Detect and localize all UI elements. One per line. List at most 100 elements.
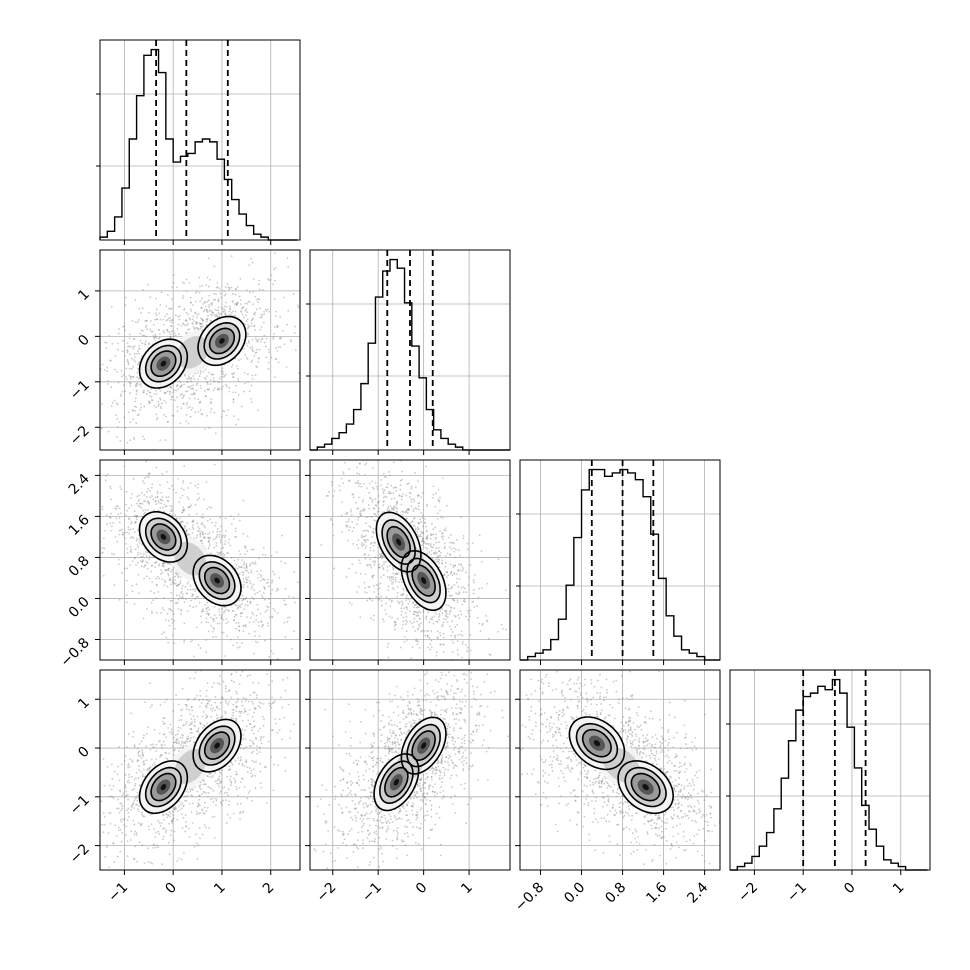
- sample-point: [134, 299, 137, 301]
- sample-point: [179, 521, 182, 524]
- sample-point: [280, 337, 283, 340]
- sample-point: [127, 733, 130, 735]
- sample-point: [248, 301, 251, 303]
- sample-point: [160, 498, 163, 501]
- sample-point: [134, 520, 137, 523]
- sample-point: [157, 499, 160, 502]
- sample-point: [394, 623, 397, 626]
- contour-line-0-1: [192, 554, 242, 607]
- sample-point: [229, 544, 232, 547]
- sample-point: [183, 308, 185, 311]
- sample-point: [134, 548, 137, 551]
- sample-point: [259, 727, 261, 730]
- sample-point: [186, 740, 189, 743]
- sample-point: [220, 306, 223, 309]
- sample-point: [190, 377, 193, 379]
- sample-point: [468, 612, 471, 615]
- sample-point: [228, 390, 231, 393]
- sample-point: [469, 649, 472, 652]
- sample-point: [118, 746, 121, 748]
- sample-point: [204, 395, 207, 397]
- sample-point: [235, 564, 238, 566]
- sample-point: [161, 506, 164, 509]
- sample-point: [259, 316, 262, 319]
- sample-point: [224, 700, 227, 702]
- sample-point: [237, 378, 239, 380]
- contour-line-0-0: [138, 760, 189, 815]
- contour-line-1-0: [144, 766, 182, 808]
- sample-point: [176, 405, 179, 408]
- sample-point: [238, 550, 241, 552]
- sample-point: [294, 601, 296, 604]
- sample-point: [202, 370, 205, 373]
- sample-point: [254, 311, 256, 314]
- sample-point: [456, 573, 458, 576]
- sample-point: [206, 601, 209, 604]
- sample-point: [366, 599, 369, 602]
- sample-point: [127, 526, 130, 528]
- sample-point: [169, 731, 171, 734]
- sample-point: [195, 321, 197, 323]
- sample-point: [192, 375, 195, 377]
- sample-point: [444, 527, 447, 530]
- sample-point: [142, 763, 145, 766]
- sample-point: [160, 491, 163, 494]
- sample-point: [137, 551, 140, 554]
- sample-point: [246, 585, 249, 588]
- sample-point: [267, 624, 269, 627]
- sample-point: [174, 807, 177, 810]
- sample-point: [268, 704, 271, 707]
- sample-point: [172, 274, 175, 276]
- sample-point: [184, 324, 187, 327]
- sample-point: [208, 699, 211, 702]
- sample-point: [172, 391, 175, 394]
- sample-point: [293, 630, 295, 633]
- sample-point: [144, 701, 146, 703]
- sample-point: [279, 696, 282, 699]
- sample-point: [191, 788, 193, 790]
- sample-point: [136, 747, 139, 750]
- histogram-step-0: [99, 48, 298, 241]
- sample-point: [163, 331, 166, 334]
- sample-point: [132, 348, 135, 350]
- sample-point: [170, 325, 173, 328]
- sample-point: [98, 524, 100, 526]
- sample-point: [133, 833, 136, 836]
- sample-point: [112, 522, 115, 524]
- sample-point: [245, 562, 248, 565]
- sample-point: [196, 730, 199, 733]
- scatter-frame-0-3: [99, 669, 301, 871]
- sample-point: [189, 640, 192, 643]
- sample-point: [192, 392, 195, 395]
- sample-point: [275, 357, 277, 360]
- sample-point: [373, 507, 376, 510]
- sample-point: [212, 311, 215, 314]
- sample-point: [176, 410, 179, 412]
- sample-point: [198, 527, 201, 530]
- sample-point: [145, 476, 148, 478]
- sample-point: [154, 836, 157, 839]
- sample-point: [250, 401, 253, 404]
- sample-point: [228, 305, 231, 308]
- sample-point: [205, 309, 208, 312]
- sample-point: [216, 315, 219, 318]
- sample-point: [180, 407, 183, 410]
- sample-point: [206, 806, 209, 809]
- sample-point: [224, 314, 227, 317]
- sample-point: [226, 775, 228, 778]
- sample-point: [199, 781, 202, 784]
- sample-point: [104, 479, 107, 482]
- sample-point: [208, 310, 211, 312]
- sample-point: [177, 323, 180, 326]
- sample-point: [432, 485, 435, 488]
- sample-point: [240, 405, 243, 408]
- sample-point: [275, 722, 278, 725]
- sample-point: [181, 687, 184, 690]
- sample-point: [219, 539, 222, 541]
- sample-point: [180, 613, 182, 615]
- sample-point: [200, 387, 203, 390]
- sample-point: [141, 334, 144, 337]
- sample-point: [133, 787, 135, 790]
- sample-point: [129, 421, 132, 423]
- sample-point: [184, 742, 187, 745]
